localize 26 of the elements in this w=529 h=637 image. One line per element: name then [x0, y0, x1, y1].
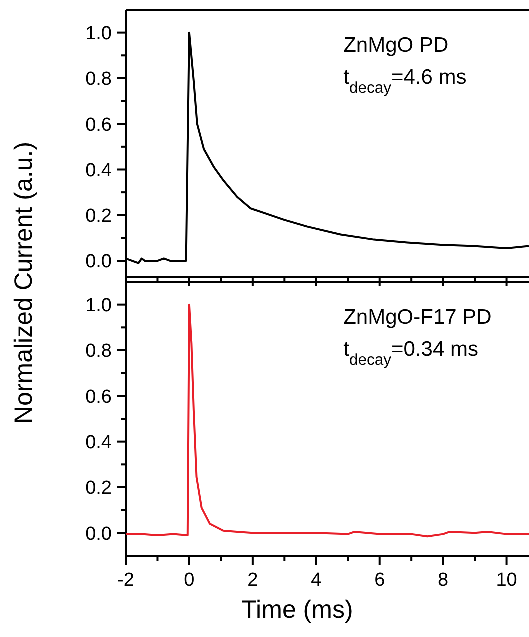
- x-tick-label: 10: [496, 570, 518, 591]
- x-tick-label: 8: [438, 570, 449, 591]
- y-tick-label: 0.4: [86, 432, 112, 454]
- x-axis-title: Time (ms): [242, 596, 354, 624]
- y-tick-label: 0.8: [86, 341, 112, 362]
- y-tick-label: 0.0: [86, 524, 112, 545]
- x-tick-label: 2: [248, 570, 258, 591]
- y-tick-label: 1.0: [86, 23, 112, 44]
- x-tick-label: 0: [184, 570, 195, 591]
- y-tick-label: 0.2: [86, 206, 112, 228]
- y-tick-label: 0.0: [86, 252, 112, 273]
- y-axis-title: Normalized Current (a.u.): [10, 142, 38, 424]
- annotation: ZnMgO PD: [344, 34, 449, 57]
- y-tick-label: 0.2: [86, 478, 112, 500]
- x-tick-label: 4: [311, 570, 322, 591]
- x-tick-label: 6: [374, 570, 386, 591]
- y-tick-label: 0.4: [86, 160, 112, 182]
- x-tick-label: -2: [118, 570, 134, 591]
- y-tick-label: 1.0: [86, 295, 112, 316]
- annotation: ZnMgO-F17 PD: [344, 306, 492, 329]
- y-tick-label: 0.6: [86, 114, 112, 136]
- annotation: t$_{decay}$=0.34 ms: [344, 338, 478, 368]
- y-tick-label: 0.8: [86, 69, 112, 90]
- line-series: [125, 304, 529, 538]
- y-tick-label: 0.6: [86, 386, 112, 408]
- annotation: t$_{decay}$=4.6 ms: [344, 66, 467, 96]
